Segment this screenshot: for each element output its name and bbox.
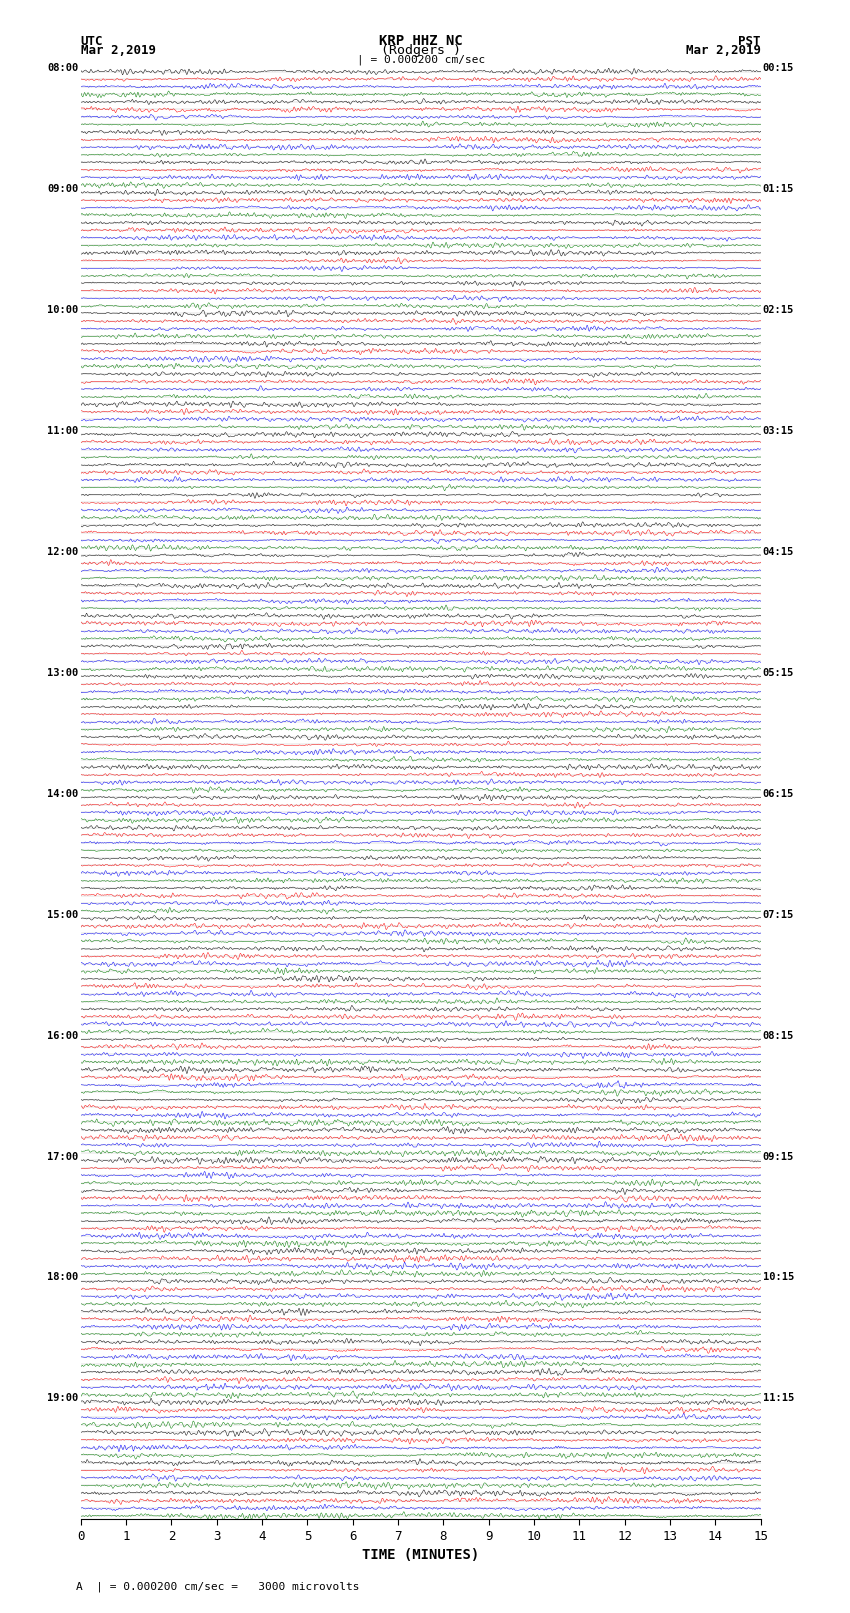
Text: 09:00: 09:00 xyxy=(48,184,79,194)
Text: 10:15: 10:15 xyxy=(762,1273,794,1282)
Text: 13:00: 13:00 xyxy=(48,668,79,677)
Text: 12:00: 12:00 xyxy=(48,547,79,556)
Text: 17:00: 17:00 xyxy=(48,1152,79,1161)
Text: 08:15: 08:15 xyxy=(762,1031,794,1040)
Text: (Rodgers ): (Rodgers ) xyxy=(381,44,461,58)
Text: 11:15: 11:15 xyxy=(762,1394,794,1403)
Text: 04:15: 04:15 xyxy=(762,547,794,556)
Text: 09:15: 09:15 xyxy=(762,1152,794,1161)
Text: KRP HHZ NC: KRP HHZ NC xyxy=(379,34,462,48)
Text: PST: PST xyxy=(739,34,761,48)
X-axis label: TIME (MINUTES): TIME (MINUTES) xyxy=(362,1548,479,1563)
Text: 03:15: 03:15 xyxy=(762,426,794,436)
Text: Mar 2,2019: Mar 2,2019 xyxy=(686,44,761,58)
Text: 05:15: 05:15 xyxy=(762,668,794,677)
Text: 10:00: 10:00 xyxy=(48,305,79,315)
Text: 19:00: 19:00 xyxy=(48,1394,79,1403)
Text: 06:15: 06:15 xyxy=(762,789,794,798)
Text: 08:00: 08:00 xyxy=(48,63,79,73)
Text: UTC: UTC xyxy=(81,34,103,48)
Text: 02:15: 02:15 xyxy=(762,305,794,315)
Text: 07:15: 07:15 xyxy=(762,910,794,919)
Text: 11:00: 11:00 xyxy=(48,426,79,436)
Text: 15:00: 15:00 xyxy=(48,910,79,919)
Text: | = 0.000200 cm/sec: | = 0.000200 cm/sec xyxy=(357,55,484,65)
Text: 18:00: 18:00 xyxy=(48,1273,79,1282)
Text: Mar 2,2019: Mar 2,2019 xyxy=(81,44,156,58)
Text: 01:15: 01:15 xyxy=(762,184,794,194)
Text: 16:00: 16:00 xyxy=(48,1031,79,1040)
Text: 00:15: 00:15 xyxy=(762,63,794,73)
Text: A  | = 0.000200 cm/sec =   3000 microvolts: A | = 0.000200 cm/sec = 3000 microvolts xyxy=(76,1582,360,1592)
Text: 14:00: 14:00 xyxy=(48,789,79,798)
